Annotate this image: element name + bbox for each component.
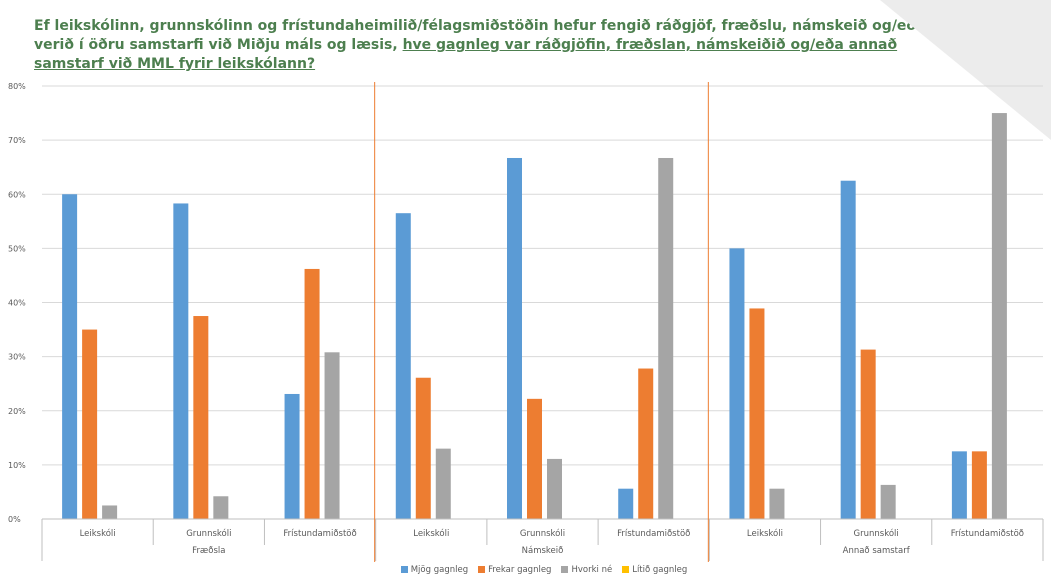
x-category-label: Grunnskóli bbox=[854, 528, 899, 539]
chart-title: Ef leikskólinn, grunnskólinn og frístund… bbox=[34, 17, 969, 74]
bar-mjög-gagnleg bbox=[951, 451, 967, 519]
bar-hvorki-né bbox=[213, 496, 229, 519]
bar-hvorki-né bbox=[880, 484, 896, 519]
bar-frekar-gagnleg bbox=[638, 368, 654, 519]
x-category-label: Frístundamiðstöð bbox=[951, 529, 1024, 539]
y-tick-label: 10% bbox=[8, 461, 26, 470]
bar-frekar-gagnleg bbox=[193, 316, 209, 519]
x-category-label: Leikskóli bbox=[747, 528, 783, 539]
chart-legend: Mjög gagnleg Frekar gagnleg Hvorki né Lítið… bbox=[267, 562, 821, 577]
legend-label: Hvorki né bbox=[571, 564, 613, 575]
x-group-label: Námskeið bbox=[522, 546, 564, 556]
bar-hvorki-né bbox=[658, 157, 674, 519]
y-tick-label: 40% bbox=[8, 299, 26, 308]
bar-mjög-gagnleg bbox=[618, 488, 634, 519]
y-tick-label: 0% bbox=[8, 515, 21, 524]
x-category-label: Leikskóli bbox=[80, 528, 116, 539]
bar-frekar-gagnleg bbox=[304, 268, 320, 519]
legend-swatch bbox=[561, 566, 569, 573]
y-tick-label: 60% bbox=[8, 190, 26, 199]
bar-mjög-gagnleg bbox=[729, 248, 745, 519]
decorative-band bbox=[880, 0, 1051, 140]
bar-hvorki-né bbox=[991, 113, 1007, 519]
bar-frekar-gagnleg bbox=[749, 308, 765, 519]
y-tick-label: 70% bbox=[8, 136, 26, 145]
legend-swatch bbox=[400, 566, 408, 573]
bar-mjög-gagnleg bbox=[840, 180, 856, 519]
y-tick-label: 80% bbox=[8, 82, 26, 91]
bar-frekar-gagnleg bbox=[860, 349, 876, 519]
bar-hvorki-né bbox=[547, 458, 562, 519]
bar-hvorki-né bbox=[769, 488, 785, 519]
bar-mjög-gagnleg bbox=[395, 213, 411, 519]
legend-swatch bbox=[622, 566, 630, 573]
bar-mjög-gagnleg bbox=[62, 194, 78, 519]
legend-item: Hvorki né bbox=[561, 565, 612, 575]
legend-item: Mjög gagnleg bbox=[400, 564, 469, 575]
y-tick-label: 30% bbox=[8, 353, 26, 362]
bar-frekar-gagnleg bbox=[82, 329, 98, 519]
x-category-label: Frístundamiðstöð bbox=[283, 529, 356, 539]
y-tick-label: 50% bbox=[8, 244, 26, 253]
bar-hvorki-né bbox=[435, 448, 451, 519]
x-group-label: Fræðsla bbox=[192, 546, 225, 556]
x-category-label: Grunnskóli bbox=[186, 528, 231, 539]
legend-item: Frekar gagnleg bbox=[478, 565, 551, 575]
legend-item: Lítið gagnleg bbox=[622, 565, 687, 575]
x-category-label: Frístundamiðstöð bbox=[617, 529, 690, 539]
y-tick-label: 20% bbox=[8, 407, 26, 416]
legend-label: Mjög gagnleg bbox=[410, 564, 469, 575]
legend-label: Lítið gagnleg bbox=[632, 564, 688, 575]
x-category-label: Grunnskóli bbox=[520, 528, 565, 539]
chart-title-part1: Ef leikskólinn, grunnskólinn og frístund… bbox=[34, 18, 926, 53]
legend-swatch bbox=[478, 566, 486, 573]
bar-frekar-gagnleg bbox=[971, 451, 987, 519]
chart-title-part2: hve gagnleg var ráðgjöfin, fræðslan, nám… bbox=[34, 37, 898, 72]
x-group-label: Annað samstarf bbox=[843, 546, 911, 556]
bar-mjög-gagnleg bbox=[507, 157, 522, 519]
bar-mjög-gagnleg bbox=[173, 203, 189, 520]
bar-frekar-gagnleg bbox=[527, 398, 542, 519]
legend-label: Frekar gagnleg bbox=[488, 564, 552, 575]
bar-mjög-gagnleg bbox=[284, 393, 300, 519]
bar-frekar-gagnleg bbox=[415, 377, 431, 519]
bar-hvorki-né bbox=[102, 505, 118, 519]
x-category-label: Leikskóli bbox=[413, 528, 449, 539]
bar-hvorki-né bbox=[324, 352, 340, 519]
